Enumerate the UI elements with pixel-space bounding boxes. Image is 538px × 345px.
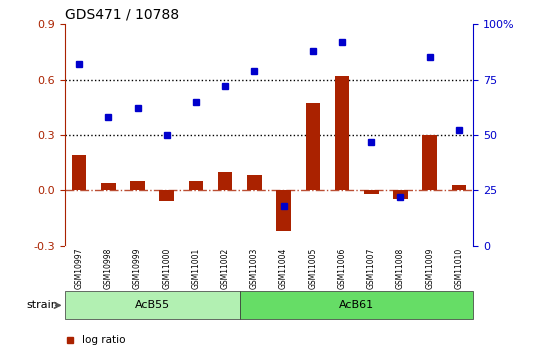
Bar — [422, 135, 437, 190]
Text: GSM10998: GSM10998 — [104, 248, 113, 289]
Text: GSM11002: GSM11002 — [221, 248, 230, 289]
Text: GSM10999: GSM10999 — [133, 248, 142, 289]
Bar — [277, 190, 291, 231]
Text: GSM11007: GSM11007 — [367, 248, 376, 289]
Bar — [159, 190, 174, 201]
Legend: log ratio, percentile rank within the sample: log ratio, percentile rank within the sa… — [66, 335, 258, 345]
Text: GSM11006: GSM11006 — [337, 248, 346, 289]
Text: strain: strain — [27, 300, 59, 310]
Text: GDS471 / 10788: GDS471 / 10788 — [65, 8, 179, 22]
Text: GSM11000: GSM11000 — [162, 248, 171, 289]
Bar — [364, 190, 379, 194]
Text: GSM11004: GSM11004 — [279, 248, 288, 289]
FancyBboxPatch shape — [65, 292, 240, 319]
Text: GSM11003: GSM11003 — [250, 248, 259, 289]
Bar — [130, 181, 145, 190]
Bar — [335, 76, 349, 190]
Bar — [72, 155, 87, 190]
Bar — [189, 181, 203, 190]
FancyBboxPatch shape — [240, 292, 473, 319]
Text: GSM11001: GSM11001 — [192, 248, 201, 289]
Text: GSM11008: GSM11008 — [396, 248, 405, 289]
Bar — [306, 104, 320, 190]
Text: GSM11009: GSM11009 — [425, 248, 434, 289]
Bar — [393, 190, 408, 199]
Bar — [451, 185, 466, 190]
Text: AcB55: AcB55 — [134, 300, 170, 310]
Bar — [247, 176, 261, 190]
Bar — [218, 172, 232, 190]
Bar — [101, 183, 116, 190]
Text: GSM11005: GSM11005 — [308, 248, 317, 289]
Text: AcB61: AcB61 — [339, 300, 374, 310]
Text: GSM10997: GSM10997 — [75, 248, 84, 289]
Text: GSM11010: GSM11010 — [454, 248, 463, 289]
